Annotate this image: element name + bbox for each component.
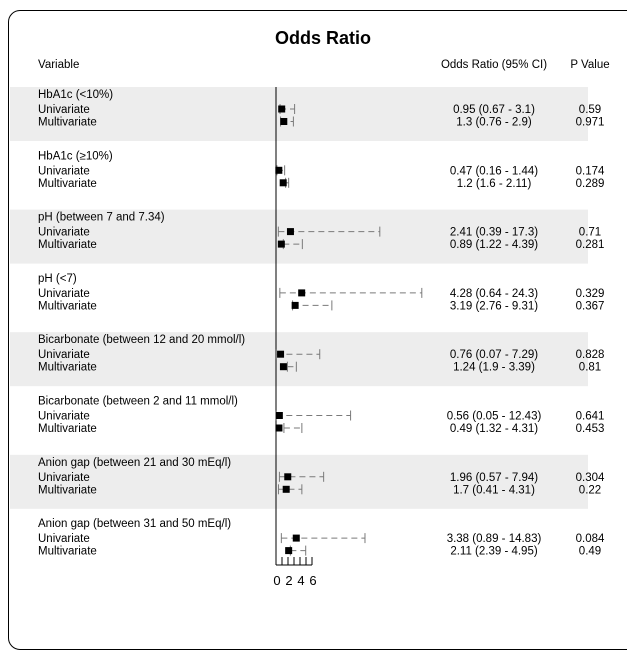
ci-text: 1.24 (1.9 - 3.39) [453, 362, 535, 374]
point-estimate [292, 534, 300, 542]
p-value: 0.304 [576, 472, 605, 484]
p-value: 0.71 [579, 227, 601, 239]
point-estimate [282, 485, 290, 493]
group-label: Bicarbonate (between 2 and 11 mmol/l) [38, 396, 238, 408]
p-value: 0.59 [579, 104, 601, 116]
column-header-variable: Variable [38, 59, 79, 71]
row-label: Multivariate [38, 117, 97, 129]
row-label: Univariate [38, 288, 90, 300]
column-header-p-value: P Value [570, 59, 609, 71]
ci-text: 1.7 (0.41 - 4.31) [453, 484, 535, 496]
ci-text: 1.2 (1.6 - 2.11) [457, 178, 532, 190]
p-value: 0.281 [576, 239, 605, 251]
point-estimate [284, 473, 292, 481]
p-value: 0.971 [576, 117, 605, 129]
point-estimate [275, 412, 283, 419]
group-label: pH (<7) [38, 273, 77, 285]
row-label: Univariate [38, 533, 90, 545]
group-label: Anion gap (between 31 and 50 mEq/l) [38, 518, 231, 530]
ci-text: 1.3 (0.76 - 2.9) [456, 117, 532, 129]
column-header-odds-ratio: Odds Ratio (95% CI) [441, 59, 547, 71]
x-tick-label: 2 [285, 573, 292, 588]
group-label: Anion gap (between 21 and 30 mEq/l) [38, 457, 231, 469]
point-estimate [278, 105, 286, 113]
point-estimate [275, 424, 283, 432]
group-background [10, 87, 588, 141]
x-tick-label: 4 [297, 573, 304, 588]
group-background [10, 332, 588, 387]
group-background [10, 454, 588, 509]
ci-text: 2.41 (0.39 - 17.3) [450, 227, 538, 239]
x-tick-label: 0 [273, 573, 280, 588]
p-value: 0.289 [576, 178, 605, 190]
group-label: HbA1c (≥10%) [38, 150, 113, 162]
group-label: pH (between 7 and 7.34) [38, 212, 165, 224]
group-label: Bicarbonate (between 12 and 20 mmol/l) [38, 334, 245, 346]
chart-title: Odds Ratio [275, 28, 371, 48]
p-value: 0.49 [579, 546, 601, 558]
point-estimate [286, 228, 294, 236]
point-estimate [279, 363, 287, 371]
row-label: Multivariate [38, 300, 97, 312]
row-label: Univariate [38, 165, 90, 177]
ci-text: 0.49 (1.32 - 4.31) [450, 423, 538, 435]
point-estimate [280, 118, 288, 125]
ci-text: 0.47 (0.16 - 1.44) [450, 165, 538, 177]
group-background [10, 209, 588, 264]
x-tick-label: 6 [309, 573, 316, 588]
row-label: Multivariate [38, 239, 97, 251]
row-label: Univariate [38, 104, 90, 116]
p-value: 0.367 [576, 300, 605, 312]
p-value: 0.828 [576, 349, 605, 361]
ci-text: 3.38 (0.89 - 14.83) [447, 533, 542, 545]
ci-text: 0.95 (0.67 - 3.1) [453, 104, 535, 116]
p-value: 0.174 [576, 165, 605, 177]
p-value: 0.81 [579, 362, 601, 374]
p-value: 0.453 [576, 423, 605, 435]
row-label: Univariate [38, 472, 90, 484]
ci-text: 1.96 (0.57 - 7.94) [450, 472, 538, 484]
p-value: 0.22 [579, 484, 601, 496]
group-label: HbA1c (<10%) [38, 89, 113, 101]
point-estimate [285, 547, 293, 555]
point-estimate [279, 179, 287, 187]
row-label: Multivariate [38, 484, 97, 496]
row-label: Univariate [38, 227, 90, 239]
point-estimate [277, 350, 285, 358]
ci-text: 3.19 (2.76 - 9.31) [450, 300, 538, 312]
row-label: Multivariate [38, 423, 97, 435]
p-value: 0.329 [576, 288, 605, 300]
ci-text: 0.89 (1.22 - 4.39) [450, 239, 538, 251]
ci-text: 0.76 (0.07 - 7.29) [450, 349, 538, 361]
point-estimate [275, 166, 283, 174]
row-label: Univariate [38, 411, 90, 423]
p-value: 0.084 [576, 533, 605, 545]
row-label: Univariate [38, 349, 90, 361]
row-label: Multivariate [38, 178, 97, 190]
row-label: Multivariate [38, 362, 97, 374]
point-estimate [277, 240, 285, 248]
ci-text: 4.28 (0.64 - 24.3) [450, 288, 538, 300]
ci-text: 0.56 (0.05 - 12.43) [447, 411, 542, 423]
p-value: 0.641 [576, 411, 605, 423]
row-label: Multivariate [38, 546, 97, 558]
ci-text: 2.11 (2.39 - 4.95) [450, 546, 538, 558]
point-estimate [298, 289, 306, 297]
forest-plot: Odds Ratio Variable Odds Ratio (95% CI) P V… [10, 28, 610, 588]
point-estimate [291, 301, 299, 309]
